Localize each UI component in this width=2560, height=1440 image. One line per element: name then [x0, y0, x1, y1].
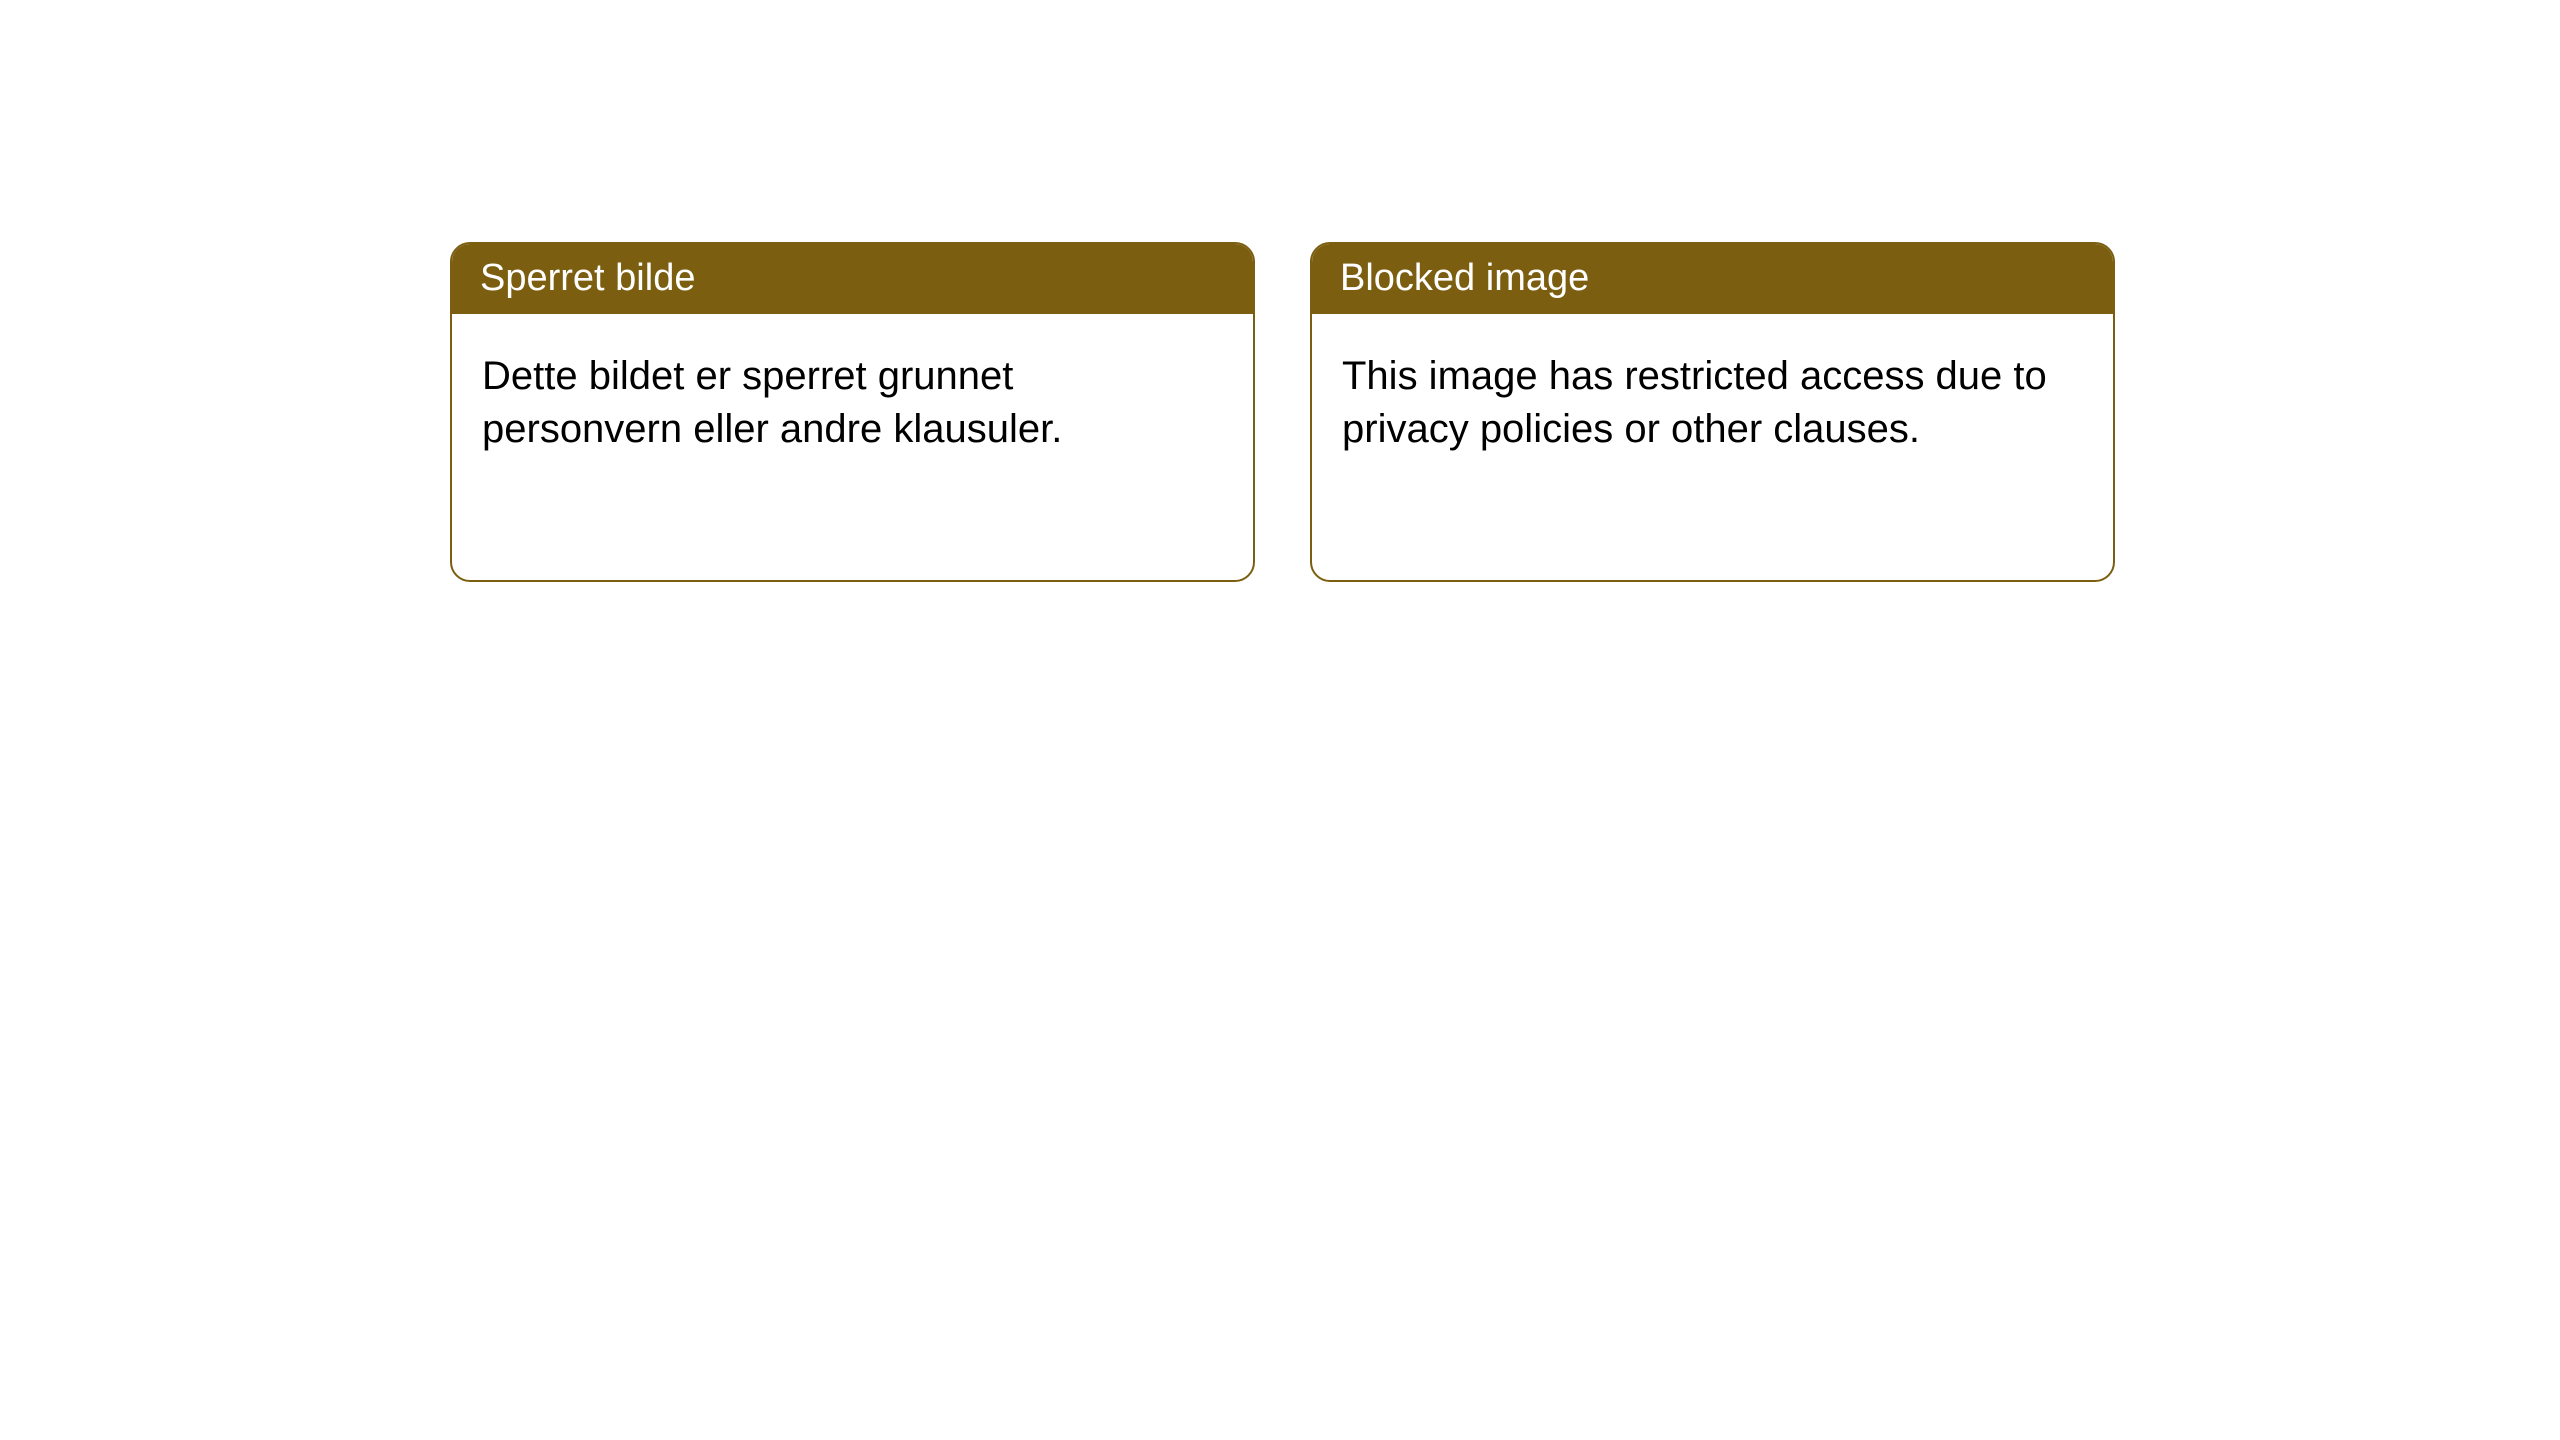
card-header-norwegian: Sperret bilde	[452, 244, 1253, 314]
card-body-english: This image has restricted access due to …	[1312, 314, 2113, 492]
card-body-norwegian: Dette bildet er sperret grunnet personve…	[452, 314, 1253, 492]
notice-cards-container: Sperret bilde Dette bildet er sperret gr…	[0, 0, 2560, 582]
notice-card-norwegian: Sperret bilde Dette bildet er sperret gr…	[450, 242, 1255, 582]
notice-card-english: Blocked image This image has restricted …	[1310, 242, 2115, 582]
card-header-english: Blocked image	[1312, 244, 2113, 314]
